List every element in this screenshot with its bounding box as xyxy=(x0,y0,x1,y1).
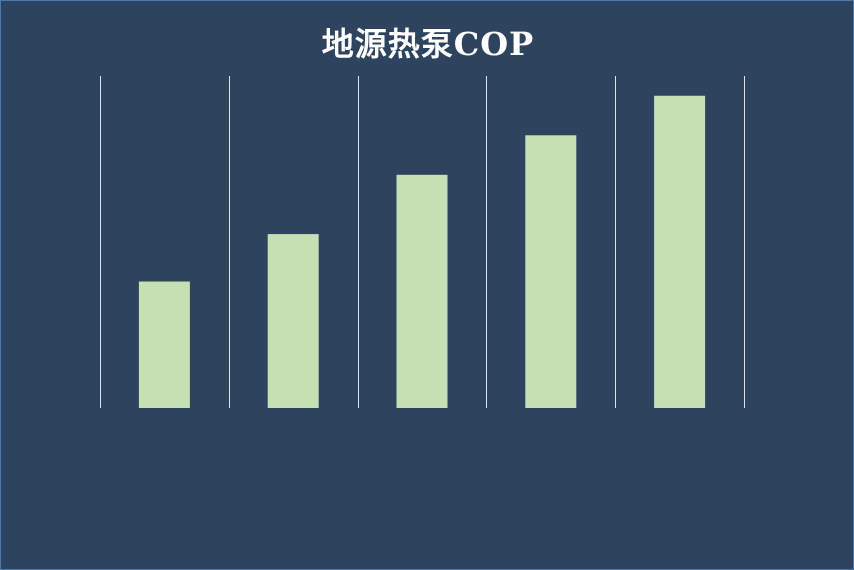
bar xyxy=(654,96,705,408)
bar xyxy=(397,175,448,408)
bar xyxy=(525,135,576,408)
bar xyxy=(139,282,190,408)
bar xyxy=(268,234,319,408)
bars xyxy=(139,96,705,408)
